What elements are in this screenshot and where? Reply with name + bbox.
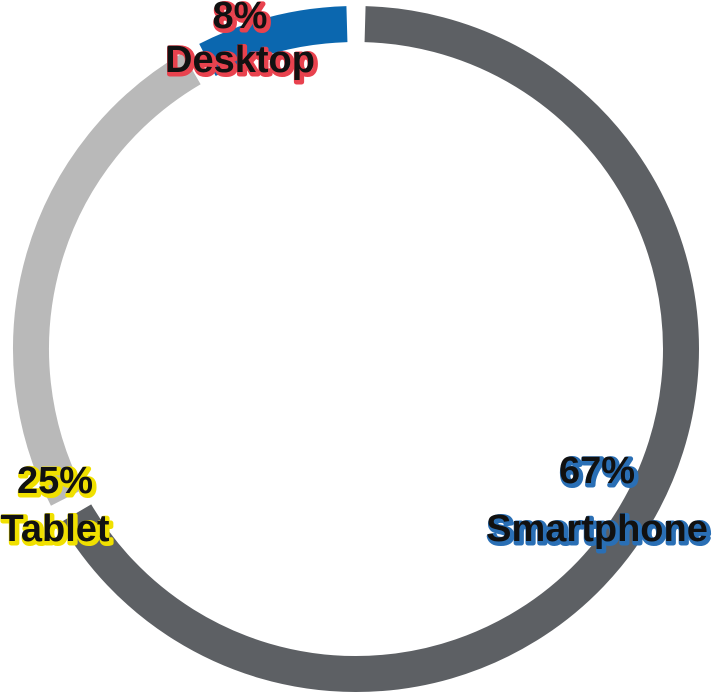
donut-slices [13,6,699,692]
slice-labels: 67% 67% Smartphone Smartphone 25% 25% Ta… [0,0,713,555]
smartphone-name-label-outline: Smartphone [488,510,710,552]
smartphone-value-label: 67% [559,450,635,492]
tablet-slice [13,53,201,506]
desktop-value-label: 8% [213,0,268,37]
desktop-name-label: Desktop [165,39,315,81]
desktop-name-label-outline: Desktop [167,41,317,83]
tablet-value-label-outline: 25% [19,462,95,504]
smartphone-name-label: Smartphone [486,508,708,550]
smartphone-label-group: 67% 67% Smartphone Smartphone [486,450,713,555]
smartphone-value-label-outline: 67% [561,452,637,494]
smartphone-slice [60,6,699,692]
tablet-name-label: Tablet [0,508,109,550]
desktop-slice [199,6,348,77]
tablet-name-label-outline: Tablet [2,510,111,552]
desktop-value-label-outline: 8% [215,0,270,39]
desktop-label-group: 8% 8% Desktop Desktop [165,0,320,86]
tablet-value-label: 25% [17,460,93,502]
tablet-label-group: 25% 25% Tablet Tablet [0,460,114,555]
